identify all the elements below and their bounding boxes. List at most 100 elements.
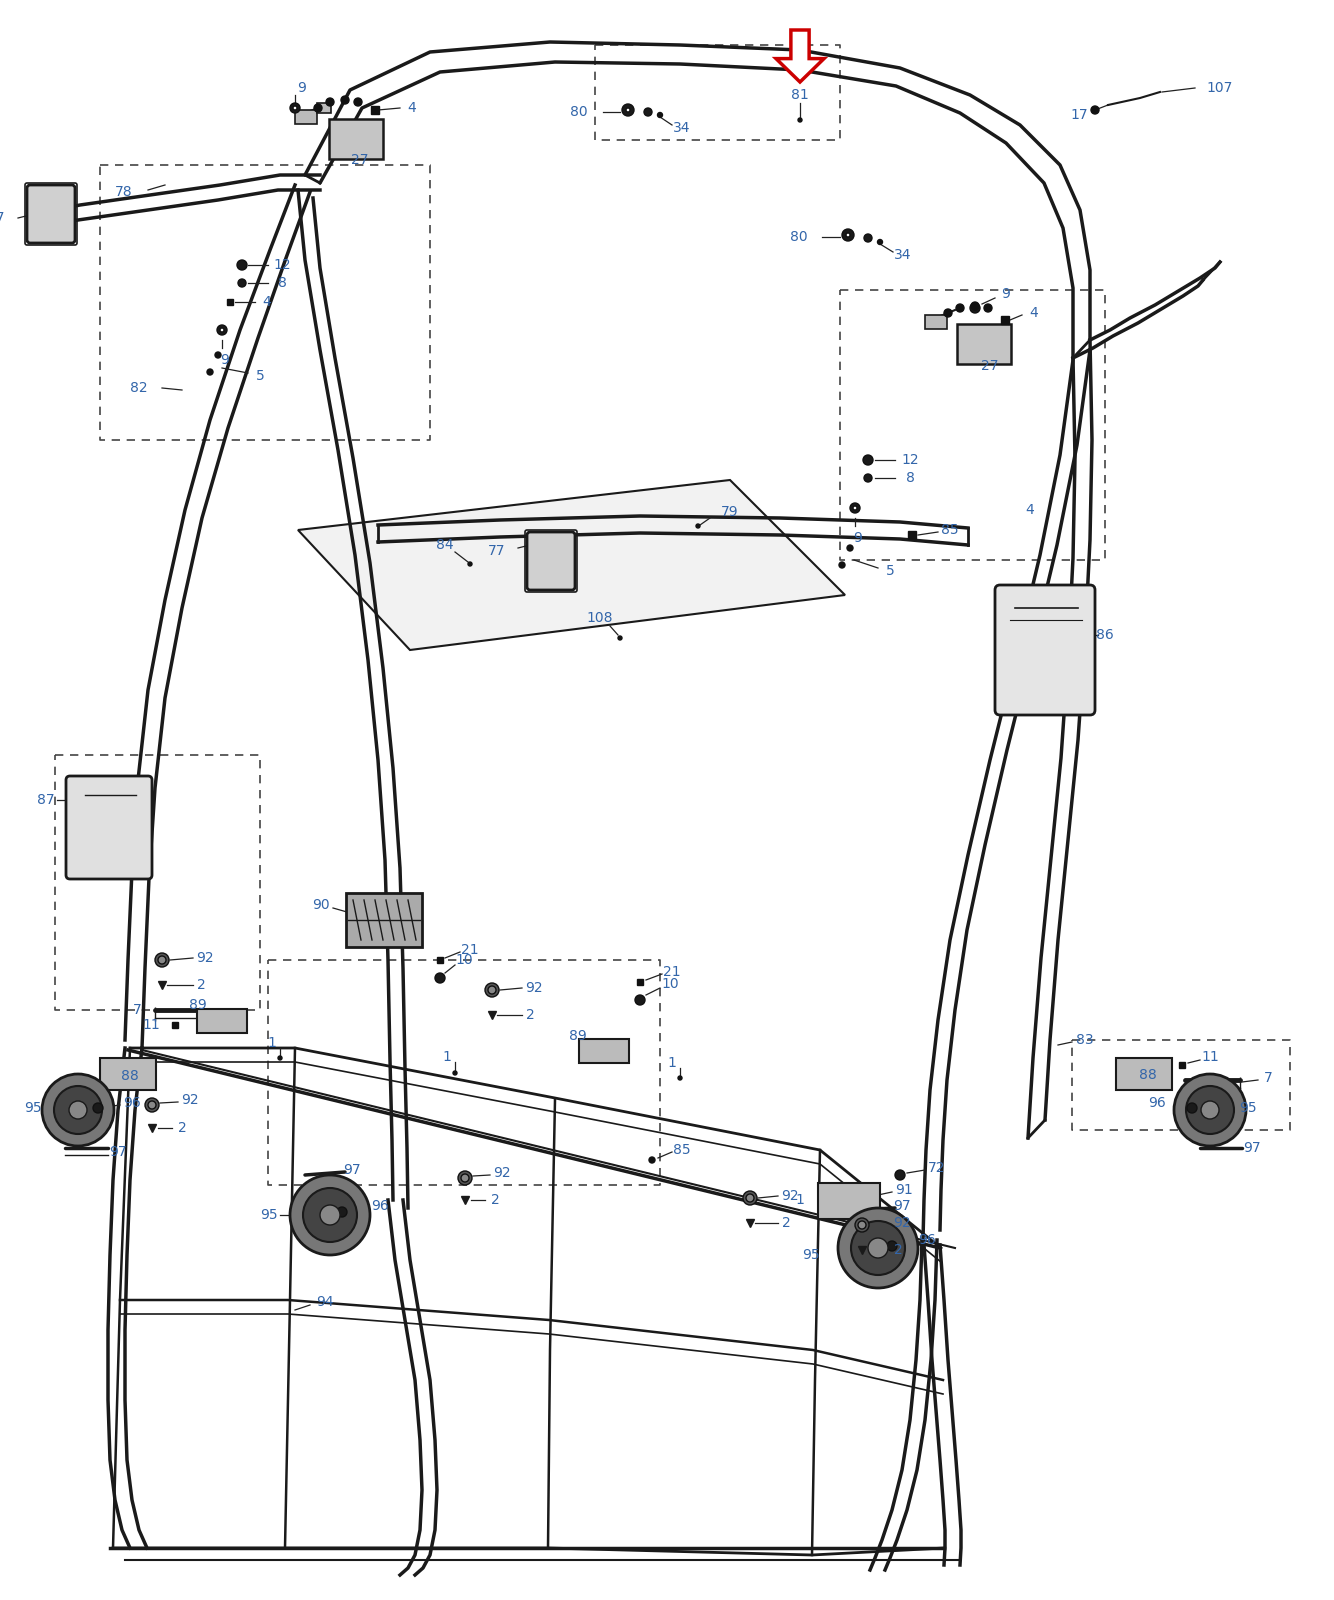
Text: 89: 89: [189, 998, 207, 1013]
Circle shape: [435, 973, 446, 982]
Circle shape: [846, 234, 850, 237]
Circle shape: [1091, 106, 1099, 114]
Text: 97: 97: [343, 1163, 360, 1178]
Circle shape: [69, 1101, 87, 1118]
Circle shape: [855, 1218, 868, 1232]
Text: 11: 11: [143, 1018, 160, 1032]
Circle shape: [850, 502, 860, 514]
Text: 81: 81: [791, 88, 808, 102]
Text: 95: 95: [24, 1101, 41, 1115]
Circle shape: [746, 1194, 754, 1202]
Bar: [295, 110, 317, 125]
FancyBboxPatch shape: [818, 1182, 880, 1219]
FancyBboxPatch shape: [329, 118, 383, 158]
Circle shape: [145, 1098, 159, 1112]
Text: 21: 21: [663, 965, 680, 979]
Text: 96: 96: [918, 1234, 936, 1246]
Circle shape: [303, 1187, 358, 1242]
Text: 96: 96: [1149, 1096, 1166, 1110]
Text: 92: 92: [526, 981, 543, 995]
Text: 92: 92: [894, 1216, 911, 1230]
Circle shape: [468, 562, 472, 566]
Text: 95: 95: [802, 1248, 820, 1262]
Text: 85: 85: [674, 1142, 691, 1157]
Text: 5: 5: [886, 565, 894, 578]
Circle shape: [838, 1208, 918, 1288]
Circle shape: [1201, 1101, 1219, 1118]
Text: 1: 1: [268, 1037, 276, 1050]
Circle shape: [863, 454, 872, 466]
FancyBboxPatch shape: [346, 893, 422, 947]
Text: 12: 12: [902, 453, 919, 467]
Circle shape: [972, 306, 976, 310]
Circle shape: [696, 525, 700, 528]
FancyBboxPatch shape: [527, 531, 575, 590]
FancyBboxPatch shape: [1117, 1058, 1173, 1090]
Text: 108: 108: [587, 611, 614, 626]
Circle shape: [895, 1170, 904, 1181]
Text: 8: 8: [277, 275, 287, 290]
Polygon shape: [776, 30, 824, 82]
Text: 86: 86: [1097, 627, 1114, 642]
Circle shape: [313, 104, 321, 112]
FancyBboxPatch shape: [197, 1010, 247, 1034]
Circle shape: [338, 1206, 347, 1218]
Circle shape: [458, 1171, 472, 1186]
Circle shape: [207, 370, 213, 374]
Text: 92: 92: [782, 1189, 799, 1203]
Circle shape: [658, 112, 663, 117]
Text: 91: 91: [895, 1182, 912, 1197]
Text: 97: 97: [1243, 1141, 1261, 1155]
Text: 97: 97: [894, 1198, 911, 1213]
Circle shape: [618, 635, 622, 640]
Text: 82: 82: [131, 381, 148, 395]
Text: 2: 2: [177, 1122, 187, 1134]
Text: 4: 4: [408, 101, 416, 115]
Text: 27: 27: [351, 154, 368, 166]
Text: 9: 9: [297, 82, 307, 94]
Text: 4: 4: [1030, 306, 1038, 320]
Text: 96: 96: [123, 1096, 141, 1110]
Text: 89: 89: [570, 1029, 587, 1043]
Text: 77: 77: [0, 211, 5, 226]
Text: 80: 80: [790, 230, 808, 243]
Text: 77: 77: [487, 544, 506, 558]
Circle shape: [320, 1205, 340, 1226]
Bar: [924, 315, 947, 330]
FancyBboxPatch shape: [995, 586, 1095, 715]
Text: 27: 27: [982, 358, 999, 373]
Text: 8: 8: [906, 470, 914, 485]
Text: 87: 87: [37, 794, 55, 806]
Circle shape: [971, 302, 979, 310]
Circle shape: [644, 109, 652, 117]
FancyBboxPatch shape: [65, 776, 152, 878]
Text: 2: 2: [491, 1194, 499, 1206]
Circle shape: [488, 986, 496, 994]
Text: 7: 7: [1263, 1070, 1273, 1085]
Circle shape: [878, 240, 883, 245]
Text: 1: 1: [443, 1050, 451, 1064]
Circle shape: [155, 954, 169, 966]
FancyBboxPatch shape: [579, 1038, 630, 1062]
Text: 7: 7: [133, 1003, 141, 1018]
Text: 97: 97: [109, 1146, 127, 1158]
Circle shape: [157, 955, 165, 963]
Circle shape: [626, 109, 630, 112]
Text: 21: 21: [462, 942, 479, 957]
Text: 2: 2: [526, 1008, 535, 1022]
Circle shape: [635, 995, 646, 1005]
Circle shape: [462, 1174, 470, 1182]
Circle shape: [956, 304, 964, 312]
Circle shape: [864, 234, 872, 242]
Text: 88: 88: [1139, 1069, 1157, 1082]
Circle shape: [41, 1074, 113, 1146]
Text: 84: 84: [436, 538, 454, 552]
Text: 9: 9: [1002, 286, 1010, 301]
Text: 95: 95: [1239, 1101, 1257, 1115]
Circle shape: [944, 309, 952, 317]
Text: 83: 83: [1077, 1034, 1094, 1046]
Circle shape: [970, 302, 980, 314]
Circle shape: [851, 1221, 904, 1275]
Text: 9: 9: [854, 531, 863, 546]
Circle shape: [839, 562, 844, 568]
